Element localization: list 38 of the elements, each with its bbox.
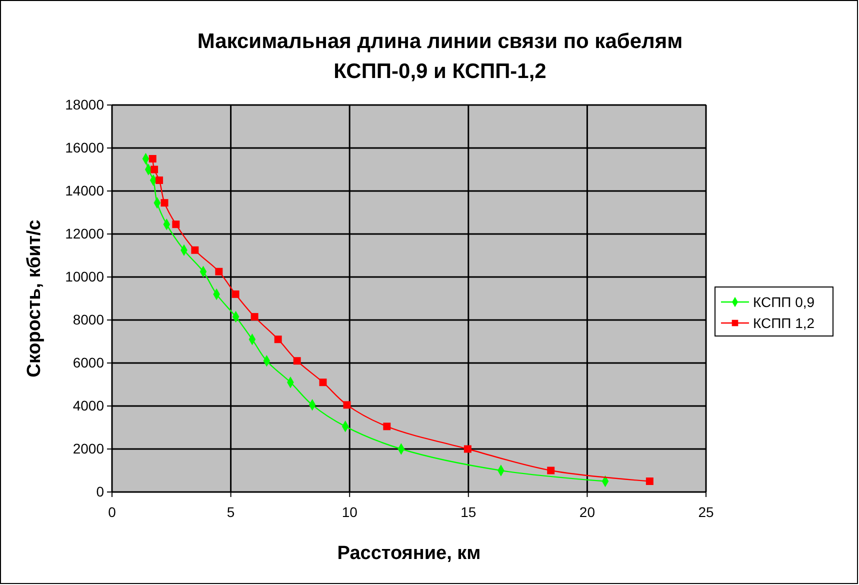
- x-tick-label: 15: [460, 504, 476, 520]
- point: [150, 166, 158, 174]
- x-tick-label: 20: [579, 504, 596, 520]
- y-tick-label: 0: [96, 483, 104, 500]
- x-tick-label: 10: [342, 504, 358, 520]
- x-tick-label: 5: [226, 504, 235, 520]
- point: [547, 466, 555, 474]
- point: [148, 155, 156, 162]
- point: [293, 357, 301, 365]
- point: [646, 478, 654, 485]
- y-tick-label: 16000: [65, 139, 104, 156]
- y-tick-label: 6000: [72, 354, 104, 370]
- point: [343, 401, 351, 409]
- x-tick-label: 25: [698, 504, 714, 520]
- y-tick-label: 10000: [65, 268, 104, 284]
- y-tick-label: 12000: [65, 225, 104, 242]
- x-axis-title: Расстояние, км: [337, 543, 481, 564]
- point: [319, 378, 327, 386]
- point: [156, 176, 164, 184]
- y-tick-label: 2000: [72, 440, 104, 456]
- point: [215, 268, 223, 276]
- point: [191, 246, 199, 254]
- legend-label: КСПП 1,2: [753, 315, 815, 331]
- point: [172, 220, 180, 228]
- chart-title: Максимальная длина линии связи по кабелям КСПП-0,9 и КСПП-1,2: [197, 30, 683, 83]
- y-axis-title: Скорость, кбит/с: [24, 219, 45, 378]
- y-tick-label: 4000: [72, 397, 104, 414]
- point: [383, 422, 391, 430]
- y-tick-label: 14000: [65, 182, 104, 198]
- x-tick-label: 0: [108, 504, 116, 520]
- legend-label: КСПП 0,9: [753, 294, 815, 310]
- y-tick-label: 18000: [65, 96, 104, 112]
- point: [250, 313, 258, 321]
- point: [464, 445, 472, 453]
- point: [160, 199, 168, 207]
- point: [232, 290, 240, 298]
- point: [274, 336, 282, 344]
- y-tick-label: 8000: [72, 311, 104, 328]
